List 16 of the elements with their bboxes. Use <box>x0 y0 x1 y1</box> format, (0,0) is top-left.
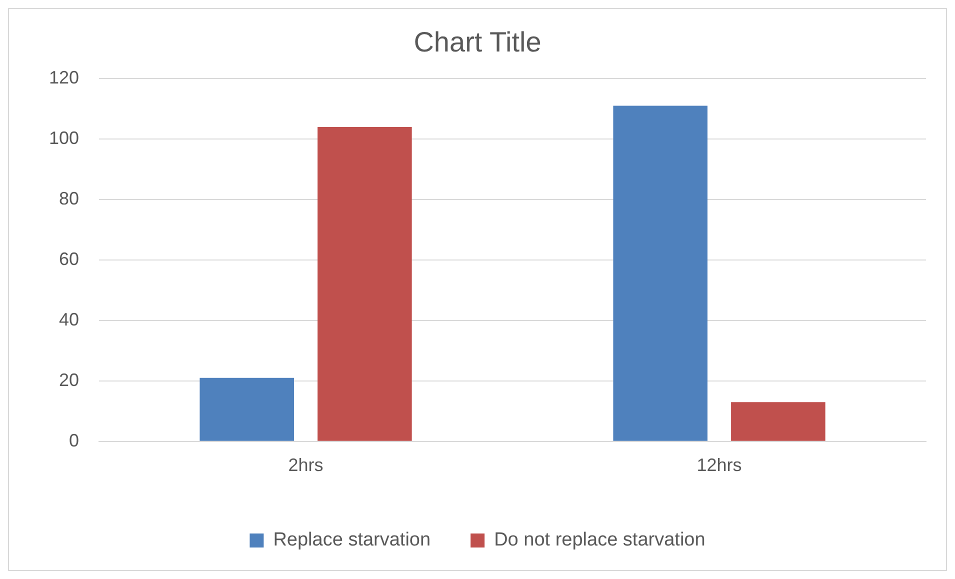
x-tick-label: 12hrs <box>696 455 742 476</box>
bar <box>613 106 708 441</box>
chart-title: Chart Title <box>414 26 542 58</box>
y-tick-label: 60 <box>59 248 80 269</box>
y-tick-label: 100 <box>48 128 80 148</box>
y-tick-label: 20 <box>59 370 80 390</box>
y-tick-label: 0 <box>69 430 80 450</box>
legend-label: Do not replace starvation <box>494 530 706 551</box>
y-tick-label: 80 <box>59 188 80 208</box>
y-tick-label: 120 <box>48 68 80 88</box>
bar <box>200 378 294 441</box>
bar <box>731 402 826 441</box>
y-tick-label: 40 <box>59 309 80 330</box>
x-tick-label: 2hrs <box>288 455 324 476</box>
legend-label: Replace starvation <box>273 530 431 551</box>
bar <box>318 126 412 441</box>
